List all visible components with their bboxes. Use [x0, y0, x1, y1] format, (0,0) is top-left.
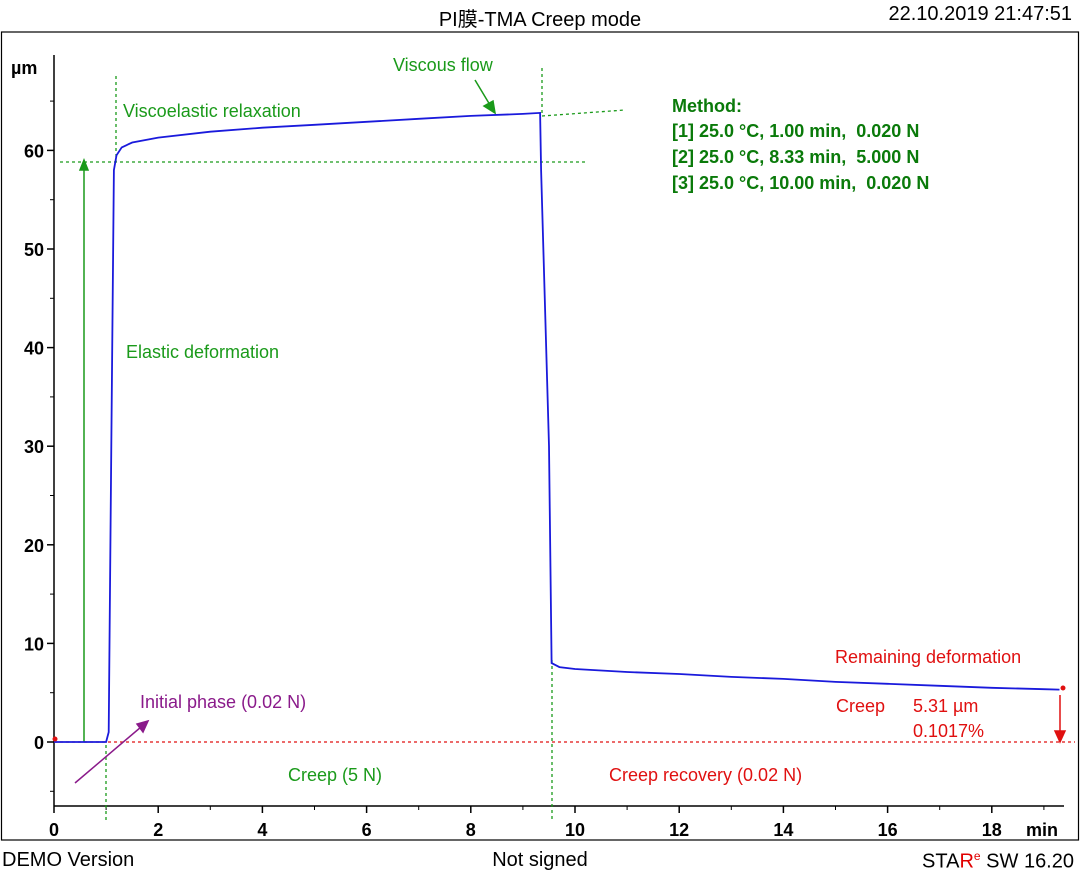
- x-tick-label: 10: [565, 820, 585, 840]
- x-tick-label: 4: [257, 820, 267, 840]
- y-tick-label: 40: [24, 339, 44, 359]
- method-title: Method:: [672, 96, 742, 116]
- demo-version-label: DEMO Version: [2, 849, 135, 871]
- annotation-creep-percent: 0.1017%: [913, 721, 984, 741]
- x-tick-label: 2: [153, 820, 163, 840]
- annotation-initial-phase: Initial phase (0.02 N): [140, 692, 306, 712]
- method-step-1: [1] 25.0 °C, 1.00 min, 0.020 N: [672, 121, 919, 141]
- axis-ticks: 0 2 4 6 8 10 12 14 16 18 0 10 20 30 40 50 60: [24, 100, 1045, 840]
- annotation-creep-recovery: Creep recovery (0.02 N): [609, 765, 802, 785]
- annotation-creep-load: Creep (5 N): [288, 765, 382, 785]
- y-tick-label: 50: [24, 240, 44, 260]
- y-tick-label: 0: [34, 733, 44, 753]
- curve-start-marker: [52, 736, 58, 742]
- method-step-2: [2] 25.0 °C, 8.33 min, 5.000 N: [672, 147, 919, 167]
- y-tick-label: 60: [24, 141, 44, 161]
- annotation-creep-label: Creep: [836, 696, 885, 716]
- annotation-viscous-flow: Viscous flow: [393, 55, 494, 75]
- y-tick-label: 20: [24, 536, 44, 556]
- annotation-viscoelastic-relaxation: Viscoelastic relaxation: [123, 101, 301, 121]
- chart-title: PI膜-TMA Creep mode: [438, 9, 642, 31]
- x-tick-label: 18: [982, 820, 1002, 840]
- x-axis-label: min: [1026, 820, 1058, 840]
- method-step-3: [3] 25.0 °C, 10.00 min, 0.020 N: [672, 173, 929, 193]
- timestamp: 22.10.2019 21:47:51: [888, 3, 1072, 25]
- annotation-elastic-deformation: Elastic deformation: [126, 342, 279, 362]
- software-prefix: STAR: [922, 850, 974, 873]
- x-tick-label: 0: [49, 820, 59, 840]
- software-suffix: SW 16.20: [980, 850, 1074, 873]
- plot-frame: [0, 31, 1080, 841]
- y-tick-label: 30: [24, 437, 44, 457]
- creep-curve: [54, 111, 1060, 743]
- annotation-creep-value: 5.31 µm: [913, 696, 978, 716]
- guide-lines: [54, 68, 1075, 822]
- viscous-flow-arrow: [474, 79, 497, 115]
- remaining-deformation-arrow: [1053, 695, 1067, 744]
- x-tick-label: 14: [773, 820, 793, 840]
- x-tick-label: 12: [669, 820, 689, 840]
- y-tick-label: 10: [24, 634, 44, 654]
- elastic-arrow: [78, 157, 90, 742]
- x-tick-label: 8: [466, 820, 476, 840]
- curve-end-marker: [1060, 685, 1066, 691]
- initial-phase-arrow: [74, 719, 150, 784]
- y-axis-label: µm: [11, 58, 37, 78]
- green-viscous-slope: [541, 109, 626, 117]
- software-version: STARe SW 16.20: [922, 849, 1074, 874]
- x-tick-label: 6: [362, 820, 372, 840]
- annotation-remaining-deformation: Remaining deformation: [835, 647, 1021, 667]
- x-tick-label: 16: [878, 820, 898, 840]
- signature-status: Not signed: [492, 849, 588, 871]
- software-superscript: e: [973, 849, 981, 863]
